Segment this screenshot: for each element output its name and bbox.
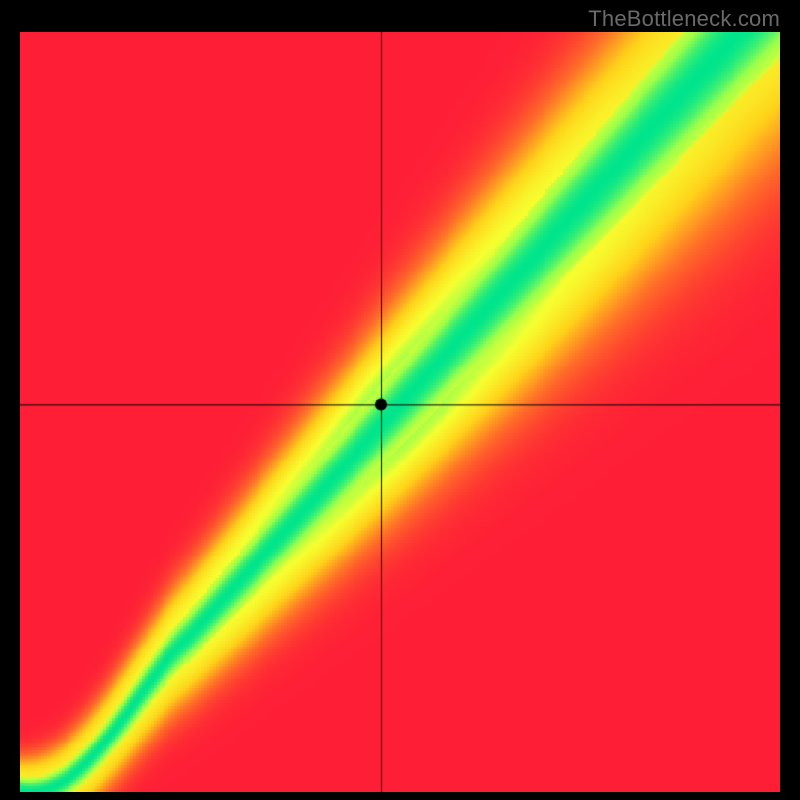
chart-container: TheBottleneck.com (0, 0, 800, 800)
heatmap-plot (20, 32, 780, 792)
watermark-text: TheBottleneck.com (588, 6, 780, 32)
heatmap-canvas (20, 32, 780, 792)
